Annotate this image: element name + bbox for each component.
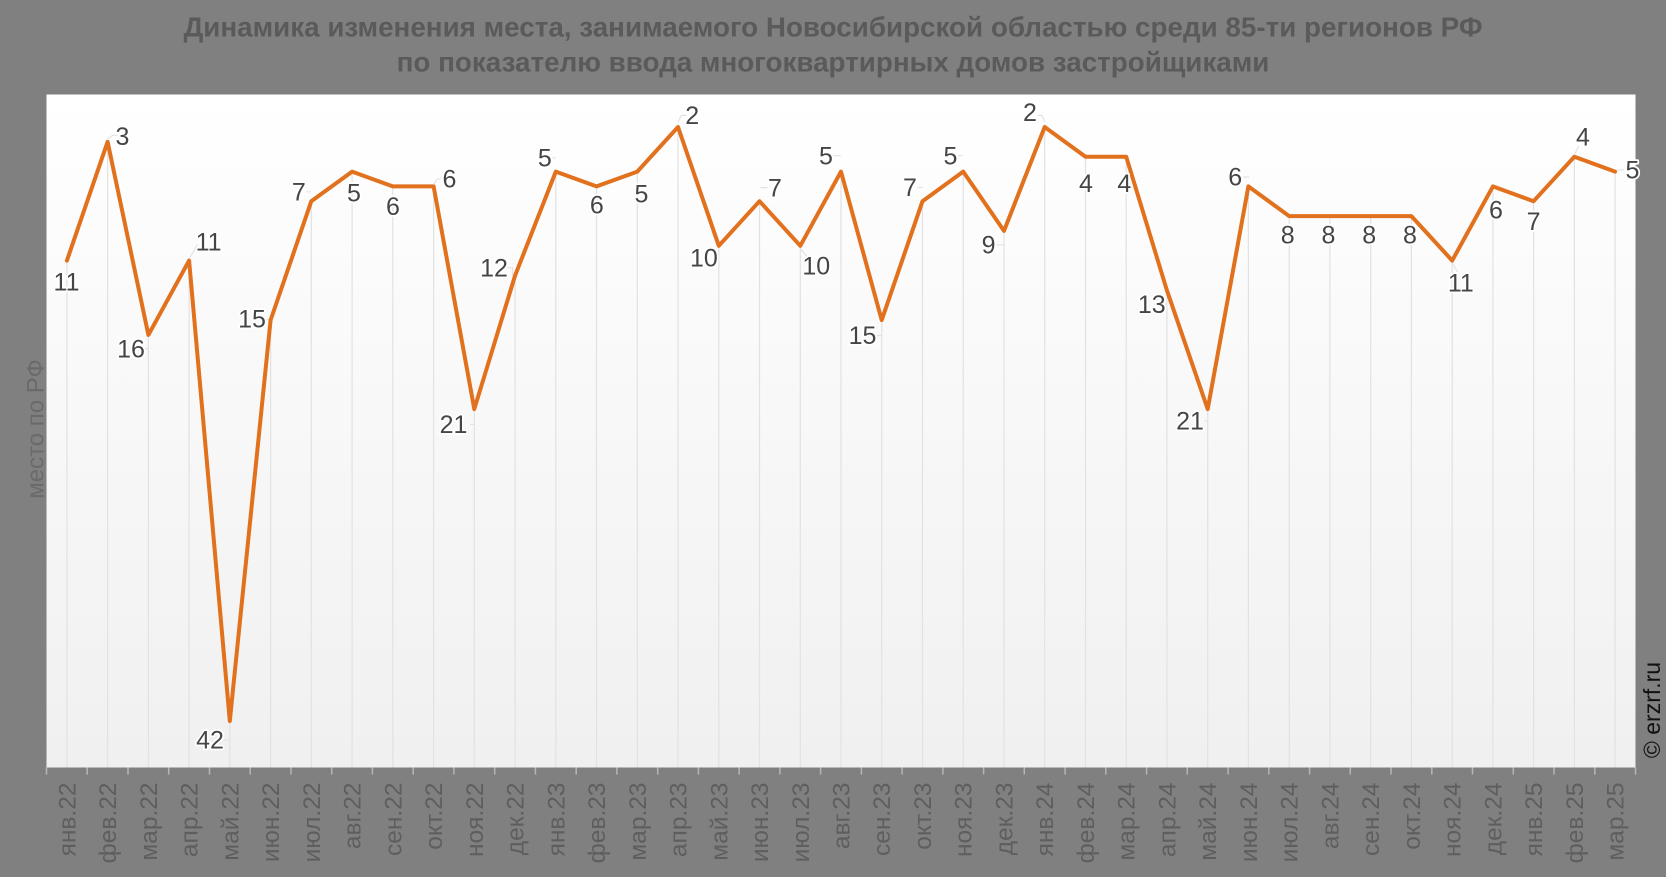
svg-text:авг.22: авг.22: [340, 783, 367, 850]
svg-text:ноя.24: ноя.24: [1440, 783, 1467, 857]
svg-text:сен.22: сен.22: [380, 783, 407, 856]
svg-text:4: 4: [1576, 124, 1590, 152]
svg-text:дек.23: дек.23: [992, 783, 1019, 856]
svg-text:6: 6: [442, 166, 456, 194]
svg-text:май.24: май.24: [1195, 783, 1222, 861]
svg-text:10: 10: [690, 244, 718, 272]
svg-text:11: 11: [54, 269, 80, 297]
svg-text:сен.24: сен.24: [1358, 783, 1385, 856]
svg-text:окт.24: окт.24: [1399, 783, 1426, 850]
svg-text:9: 9: [982, 232, 996, 260]
svg-text:10: 10: [802, 253, 830, 281]
svg-text:мар.24: мар.24: [1114, 783, 1141, 861]
svg-text:7: 7: [768, 174, 782, 202]
svg-text:дек.22: дек.22: [503, 783, 530, 856]
svg-text:21: 21: [1176, 408, 1204, 436]
svg-text:5: 5: [943, 142, 957, 170]
svg-text:6: 6: [590, 191, 604, 219]
svg-text:мар.23: мар.23: [625, 783, 652, 861]
svg-text:янв.23: янв.23: [543, 783, 570, 857]
svg-text:июн.24: июн.24: [1236, 783, 1263, 863]
svg-text:июл.23: июл.23: [788, 783, 815, 863]
svg-text:8: 8: [1322, 222, 1336, 250]
svg-text:4: 4: [1117, 170, 1131, 198]
svg-text:8: 8: [1362, 222, 1376, 250]
svg-text:42: 42: [196, 727, 224, 755]
svg-text:мар.22: мар.22: [136, 783, 163, 861]
svg-text:7: 7: [903, 174, 917, 202]
svg-text:6: 6: [1489, 197, 1503, 225]
svg-text:2: 2: [1023, 99, 1037, 127]
svg-text:5: 5: [1625, 157, 1639, 185]
svg-text:фев.25: фев.25: [1562, 783, 1589, 864]
svg-text:© erzrf.ru: © erzrf.ru: [1639, 662, 1665, 758]
svg-text:фев.23: фев.23: [584, 783, 611, 864]
svg-text:6: 6: [386, 193, 400, 221]
svg-text:окт.23: окт.23: [910, 783, 937, 850]
svg-text:фев.24: фев.24: [1073, 783, 1100, 864]
svg-text:окт.22: окт.22: [421, 783, 448, 850]
svg-text:7: 7: [292, 179, 306, 207]
svg-text:сен.23: сен.23: [869, 783, 896, 856]
svg-text:апр.24: апр.24: [1154, 783, 1181, 858]
svg-text:8: 8: [1403, 222, 1417, 250]
svg-text:янв.22: янв.22: [54, 783, 81, 857]
svg-text:авг.23: авг.23: [829, 783, 856, 850]
svg-text:16: 16: [117, 336, 145, 364]
svg-text:6: 6: [1228, 164, 1242, 192]
svg-text:ноя.23: ноя.23: [951, 783, 978, 857]
svg-text:5: 5: [819, 142, 833, 170]
svg-text:янв.25: янв.25: [1521, 783, 1548, 857]
svg-text:5: 5: [634, 181, 648, 209]
svg-text:11: 11: [196, 228, 222, 256]
svg-text:по показателю ввода многокварт: по показателю ввода многоквартирных домо…: [397, 47, 1270, 78]
svg-text:мар.25: мар.25: [1603, 783, 1630, 861]
svg-text:4: 4: [1079, 170, 1093, 198]
svg-text:апр.23: апр.23: [666, 783, 693, 858]
svg-text:21: 21: [440, 411, 468, 439]
svg-text:Динамика изменения места, зани: Динамика изменения места, занимаемого Но…: [183, 12, 1482, 43]
svg-text:июл.22: июл.22: [299, 783, 326, 863]
svg-text:авг.24: авг.24: [1317, 783, 1344, 850]
svg-text:2: 2: [685, 102, 699, 130]
svg-text:5: 5: [347, 180, 361, 208]
svg-text:13: 13: [1138, 291, 1166, 319]
svg-text:8: 8: [1281, 222, 1295, 250]
svg-text:11: 11: [1448, 269, 1474, 297]
svg-text:15: 15: [849, 322, 877, 350]
svg-text:апр.22: апр.22: [177, 783, 204, 858]
svg-text:июл.24: июл.24: [1277, 783, 1304, 863]
svg-text:3: 3: [116, 123, 130, 151]
svg-text:июн.22: июн.22: [258, 783, 285, 863]
svg-text:май.22: май.22: [217, 783, 244, 861]
svg-text:май.23: май.23: [706, 783, 733, 861]
svg-text:янв.24: янв.24: [1032, 783, 1059, 857]
svg-text:12: 12: [480, 255, 508, 283]
svg-text:7: 7: [1527, 208, 1541, 236]
svg-text:15: 15: [238, 306, 266, 334]
svg-text:5: 5: [538, 145, 552, 173]
svg-text:июн.23: июн.23: [747, 783, 774, 863]
svg-text:дек.24: дек.24: [1480, 783, 1507, 856]
svg-text:ноя.22: ноя.22: [462, 783, 489, 857]
svg-text:место по РФ: место по РФ: [23, 359, 50, 499]
svg-text:фев.22: фев.22: [95, 783, 122, 864]
